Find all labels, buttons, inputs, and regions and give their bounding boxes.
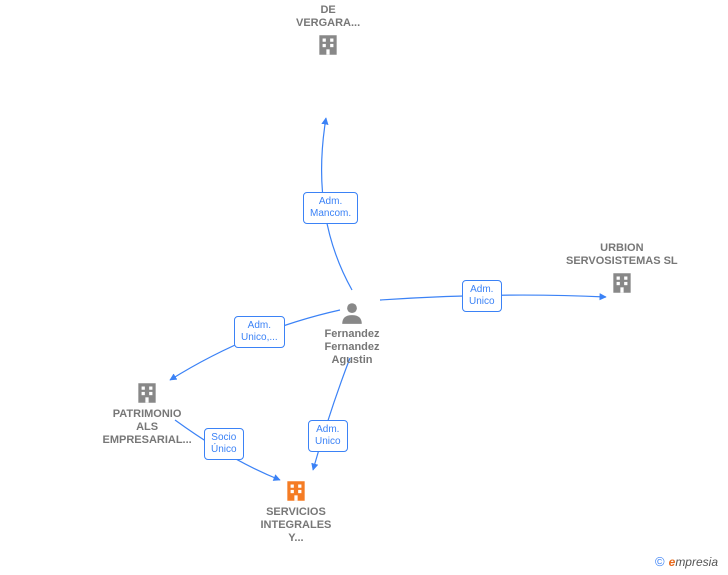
brand-text: empresia: [669, 555, 718, 569]
node-label: URBION SERVOSISTEMAS SL: [566, 242, 678, 268]
edge-line: [313, 358, 350, 470]
building-icon: [609, 270, 635, 296]
edge-label: Adm. Unico: [308, 420, 348, 452]
footer-brand: © empresia: [655, 554, 718, 569]
building-icon: [134, 380, 160, 406]
copyright-symbol: ©: [655, 554, 665, 569]
edge-label: Adm. Unico,...: [234, 316, 285, 348]
node-label: Fernandez Fernandez Agustin: [325, 328, 380, 367]
edge-label: Adm. Mancom.: [303, 192, 358, 224]
edge-label: Socio Único: [204, 428, 244, 460]
edge-label: Adm. Unico: [462, 280, 502, 312]
node-label: SERVICIOS INTEGRALES Y...: [261, 506, 332, 545]
node-label: PATRIMONIO ALS EMPRESARIAL...: [103, 408, 192, 447]
node-left: PATRIMONIO ALS EMPRESARIAL...: [103, 380, 192, 447]
building-icon: [283, 478, 309, 504]
building-icon: [315, 32, 341, 58]
node-label: PRINCIPE DE VERGARA...: [296, 0, 360, 30]
node-top: PRINCIPE DE VERGARA...: [296, 0, 360, 58]
node-right: URBION SERVOSISTEMAS SL: [566, 240, 678, 296]
node-center: Fernandez Fernandez Agustin: [325, 300, 380, 367]
person-icon: [339, 300, 365, 326]
diagram-canvas: Fernandez Fernandez Agustin PRINCIPE DE V…: [0, 0, 728, 575]
node-bottom: SERVICIOS INTEGRALES Y...: [261, 478, 332, 545]
